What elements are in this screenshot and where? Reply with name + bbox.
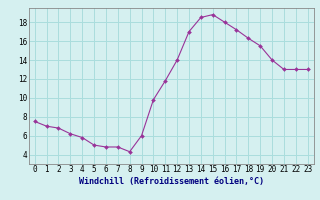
X-axis label: Windchill (Refroidissement éolien,°C): Windchill (Refroidissement éolien,°C) bbox=[79, 177, 264, 186]
